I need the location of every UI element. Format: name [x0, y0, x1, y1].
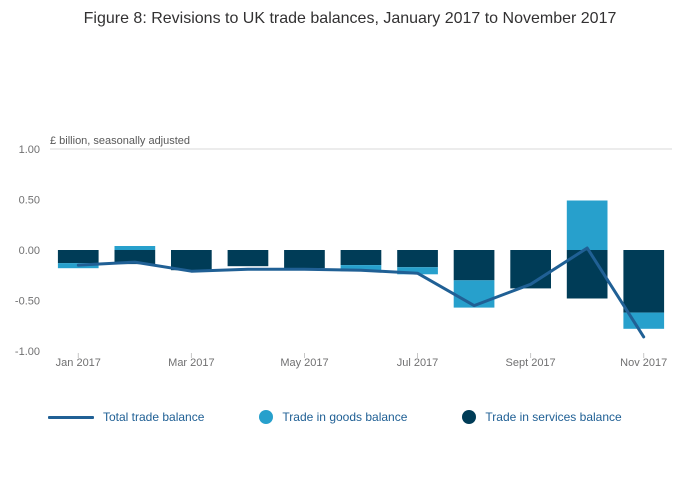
- svg-text:Mar 2017: Mar 2017: [168, 357, 214, 369]
- chart-canvas: 1.00 0.50 0.00 -0.50 -1.00 Jan 2017 Mar 2017 Ma…: [15, 135, 672, 369]
- svg-text:-1.00: -1.00: [15, 346, 40, 358]
- legend-item-trade-in-services-balance[interactable]: Trade in services balance: [462, 410, 622, 424]
- svg-text:May 2017: May 2017: [280, 357, 328, 369]
- svg-text:-0.50: -0.50: [15, 296, 40, 308]
- figure-title: Figure 8: Revisions to UK trade balances…: [83, 10, 617, 27]
- legend-label-trade-in-goods-balance: Trade in goods balance: [282, 410, 408, 424]
- svg-text:Jul 2017: Jul 2017: [397, 357, 439, 369]
- svg-text:Nov 2017: Nov 2017: [620, 357, 667, 369]
- legend-label-total-trade-balance: Total trade balance: [103, 410, 205, 424]
- svg-text:0.50: 0.50: [19, 195, 40, 207]
- svg-text:Sept 2017: Sept 2017: [506, 357, 556, 369]
- services-series-swatch-icon: [462, 410, 477, 424]
- line-series-swatch-icon: [48, 415, 94, 419]
- goods-series-swatch-icon: [259, 410, 274, 424]
- svg-text:1.00: 1.00: [19, 144, 40, 156]
- legend-item-trade-in-goods-balance[interactable]: Trade in goods balance: [259, 410, 407, 424]
- chart-legend: Total trade balance Trade in goods balan…: [0, 404, 622, 430]
- svg-text:0.00: 0.00: [19, 245, 40, 257]
- legend-label-trade-in-services-balance: Trade in services balance: [485, 410, 622, 424]
- svg-text:Jan 2017: Jan 2017: [56, 357, 101, 369]
- legend-item-total-trade-balance[interactable]: Total trade balance: [48, 410, 204, 424]
- svg-text:£ billion, seasonally adjusted: £ billion, seasonally adjusted: [50, 135, 190, 147]
